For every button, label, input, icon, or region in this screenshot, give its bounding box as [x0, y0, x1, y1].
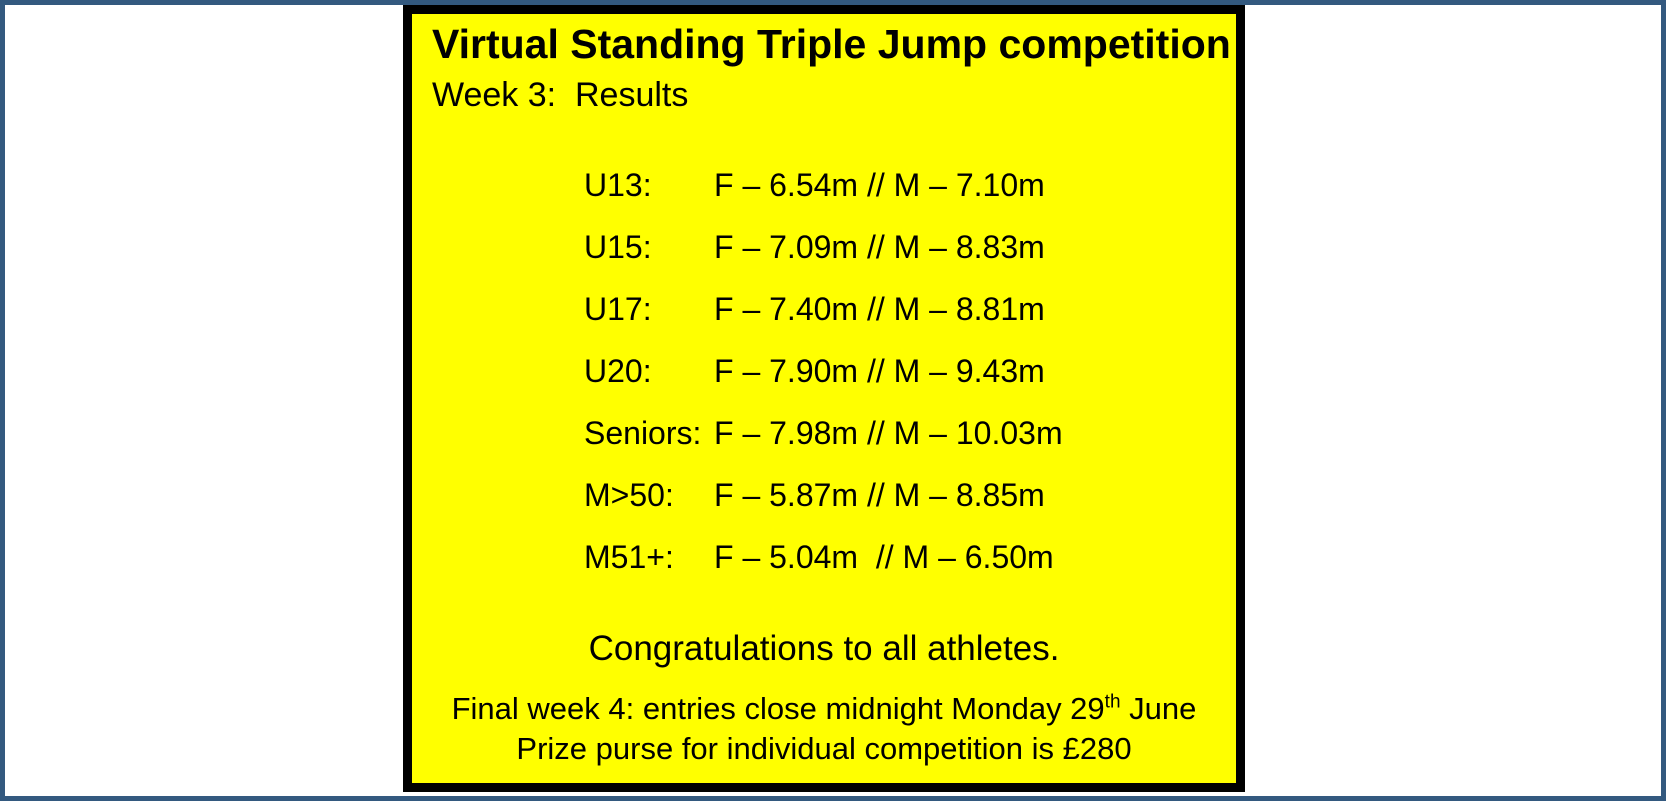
- result-row: U13: F – 6.54m // M – 7.10m: [584, 154, 1236, 216]
- result-value: F – 7.40m // M – 8.81m: [714, 290, 1045, 327]
- prize-note: Prize purse for individual competition i…: [516, 731, 1132, 767]
- result-row: M>50: F – 5.87m // M – 8.85m: [584, 464, 1236, 526]
- final-week-text-before: Final week 4: entries close midnight Mon…: [451, 691, 1105, 727]
- result-category: U15:: [584, 228, 652, 265]
- results-poster: Virtual Standing Triple Jump competition…: [403, 5, 1245, 792]
- result-value: F – 5.87m // M – 8.85m: [714, 476, 1045, 513]
- poster-title: Virtual Standing Triple Jump competition: [432, 21, 1231, 67]
- poster-subtitle: Week 3: Results: [432, 76, 689, 115]
- result-category: M51+:: [584, 538, 674, 575]
- result-row: U20: F – 7.90m // M – 9.43m: [584, 340, 1236, 402]
- result-value: F – 5.04m // M – 6.50m: [714, 538, 1054, 575]
- final-week-note: Final week 4: entries close midnight Mon…: [412, 690, 1236, 728]
- result-value: F – 7.98m // M – 10.03m: [714, 414, 1063, 451]
- result-row: Seniors: F – 7.98m // M – 10.03m: [584, 402, 1236, 464]
- result-category: Seniors:: [584, 414, 702, 451]
- result-row: U17: F – 7.40m // M – 8.81m: [584, 278, 1236, 340]
- result-value: F – 7.90m // M – 9.43m: [714, 352, 1045, 389]
- result-value: F – 6.54m // M – 7.10m: [714, 166, 1045, 203]
- result-category: U13:: [584, 166, 652, 203]
- result-category: M>50:: [584, 476, 674, 513]
- result-category: U20:: [584, 352, 652, 389]
- final-week-text-after: June: [1120, 691, 1197, 727]
- result-category: U17:: [584, 290, 652, 327]
- ordinal-suffix: th: [1104, 692, 1121, 714]
- results-list: U13: F – 6.54m // M – 7.10m U15: F – 7.0…: [584, 154, 1236, 588]
- congratulations-text: Congratulations to all athletes.: [588, 629, 1060, 669]
- result-value: F – 7.09m // M – 8.83m: [714, 228, 1045, 265]
- result-row: M51+: F – 5.04m // M – 6.50m: [584, 526, 1236, 588]
- result-row: U15: F – 7.09m // M – 8.83m: [584, 216, 1236, 278]
